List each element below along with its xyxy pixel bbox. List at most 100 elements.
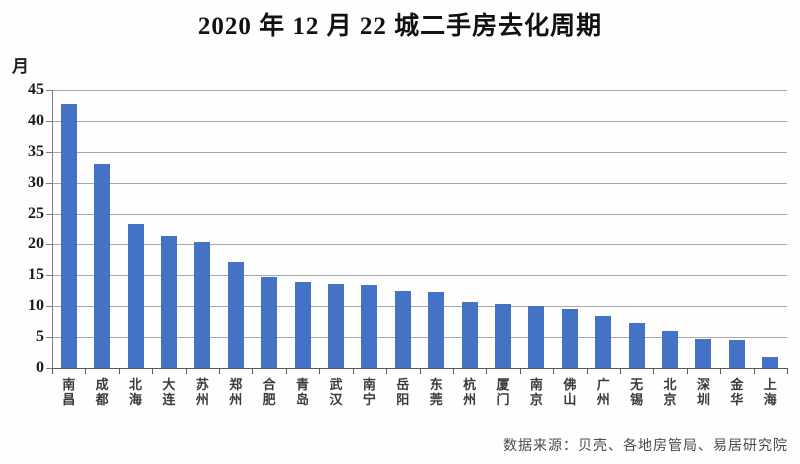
y-tick-label-25: 25 — [28, 204, 44, 222]
x-category-label-东莞: 东莞 — [429, 377, 443, 407]
bar-北京 — [662, 330, 679, 368]
x-tick-mark-12 — [452, 368, 454, 374]
y-tick-label-40: 40 — [28, 111, 44, 129]
bar-杭州 — [461, 301, 478, 368]
bar-郑州 — [227, 261, 244, 368]
y-tick-mark-45 — [46, 90, 52, 91]
gridline-10 — [52, 306, 787, 308]
data-source-note: 数据来源：贝壳、各地房管局、易居研究院 — [503, 439, 788, 454]
x-tick-mark-2 — [118, 368, 120, 374]
y-tick-mark-20 — [46, 244, 52, 246]
x-category-label-合肥: 合肥 — [262, 377, 276, 407]
x-category-label-南宁: 南宁 — [362, 377, 376, 407]
x-tick-mark-4 — [185, 368, 187, 374]
y-tick-mark-40 — [46, 120, 52, 122]
bar-苏州 — [194, 241, 211, 368]
x-tick-mark-8 — [319, 368, 321, 374]
y-tick-label-35: 35 — [28, 142, 44, 160]
bar-成都 — [94, 163, 111, 368]
x-category-label-深圳: 深圳 — [696, 377, 710, 407]
gridline-20 — [52, 244, 787, 246]
y-tick-label-0: 0 — [36, 359, 44, 376]
gridline-15 — [52, 275, 787, 277]
x-tick-mark-16 — [586, 368, 588, 374]
x-category-label-青岛: 青岛 — [296, 377, 310, 407]
y-tick-label-30: 30 — [28, 173, 44, 191]
x-tick-mark-11 — [419, 368, 421, 374]
y-tick-label-20: 20 — [28, 235, 44, 253]
bar-无锡 — [628, 322, 645, 368]
bar-合肥 — [261, 277, 278, 368]
chart-title: 2020 年 12 月 22 城二手房去化周期 — [197, 13, 603, 40]
bar-大连 — [160, 235, 177, 368]
x-category-label-武汉: 武汉 — [329, 377, 343, 407]
x-category-label-岳阳: 岳阳 — [396, 377, 410, 407]
x-tick-mark-15 — [553, 368, 555, 374]
y-tick-mark-15 — [46, 275, 52, 277]
x-category-label-佛山: 佛山 — [563, 377, 577, 407]
y-axis-line — [52, 90, 53, 368]
y-tick-mark-25 — [46, 213, 52, 215]
y-axis-unit-label: 月 — [12, 57, 29, 76]
bar-南昌 — [60, 104, 77, 368]
x-tick-mark-10 — [386, 368, 388, 374]
gridline-45 — [52, 90, 787, 91]
bar-广州 — [595, 316, 612, 368]
bar-佛山 — [561, 309, 578, 368]
x-category-label-成都: 成都 — [95, 377, 109, 407]
x-category-label-南昌: 南昌 — [62, 377, 76, 407]
y-tick-mark-35 — [46, 151, 52, 153]
bar-岳阳 — [394, 290, 411, 368]
y-tick-mark-0 — [46, 368, 52, 369]
gridline-30 — [52, 182, 787, 184]
x-tick-mark-1 — [85, 368, 87, 374]
x-tick-mark-20 — [720, 368, 722, 374]
x-category-label-大连: 大连 — [162, 377, 176, 407]
bar-东莞 — [428, 292, 445, 368]
y-tick-label-5: 5 — [36, 328, 44, 346]
x-tick-mark-5 — [219, 368, 221, 374]
x-category-label-苏州: 苏州 — [195, 377, 209, 407]
bar-金华 — [728, 339, 745, 368]
x-category-label-北京: 北京 — [663, 377, 677, 407]
x-category-label-金华: 金华 — [730, 377, 744, 407]
y-tick-label-45: 45 — [28, 81, 44, 98]
x-tick-mark-9 — [352, 368, 354, 374]
plot-area — [52, 90, 787, 368]
bar-上海 — [762, 357, 779, 368]
gridline-5 — [52, 337, 787, 339]
gridline-40 — [52, 120, 787, 122]
y-tick-mark-10 — [46, 306, 52, 308]
x-tick-mark-7 — [285, 368, 287, 374]
x-tick-mark-6 — [252, 368, 254, 374]
y-tick-mark-30 — [46, 182, 52, 184]
bar-南宁 — [361, 285, 378, 368]
bar-武汉 — [327, 283, 344, 368]
x-tick-mark-22 — [787, 368, 788, 374]
x-category-label-厦门: 厦门 — [496, 377, 510, 407]
gridline-25 — [52, 213, 787, 215]
bar-厦门 — [495, 304, 512, 368]
x-category-label-上海: 上海 — [763, 377, 777, 407]
x-category-label-南京: 南京 — [529, 377, 543, 407]
x-tick-mark-3 — [152, 368, 154, 374]
y-tick-label-15: 15 — [28, 266, 44, 284]
x-tick-mark-13 — [486, 368, 488, 374]
x-tick-mark-18 — [653, 368, 655, 374]
bar-北海 — [127, 224, 144, 368]
x-tick-mark-14 — [519, 368, 521, 374]
gridline-35 — [52, 151, 787, 153]
y-tick-mark-5 — [46, 337, 52, 339]
x-tick-mark-21 — [753, 368, 755, 374]
bar-南京 — [528, 306, 545, 368]
bar-青岛 — [294, 282, 311, 368]
x-tick-mark-17 — [619, 368, 621, 374]
bar-深圳 — [695, 338, 712, 368]
x-category-label-郑州: 郑州 — [229, 377, 243, 407]
x-tick-mark-19 — [686, 368, 688, 374]
x-category-label-广州: 广州 — [596, 377, 610, 407]
y-tick-label-10: 10 — [28, 297, 44, 315]
x-category-label-无锡: 无锡 — [630, 377, 644, 407]
x-category-label-杭州: 杭州 — [463, 377, 477, 407]
